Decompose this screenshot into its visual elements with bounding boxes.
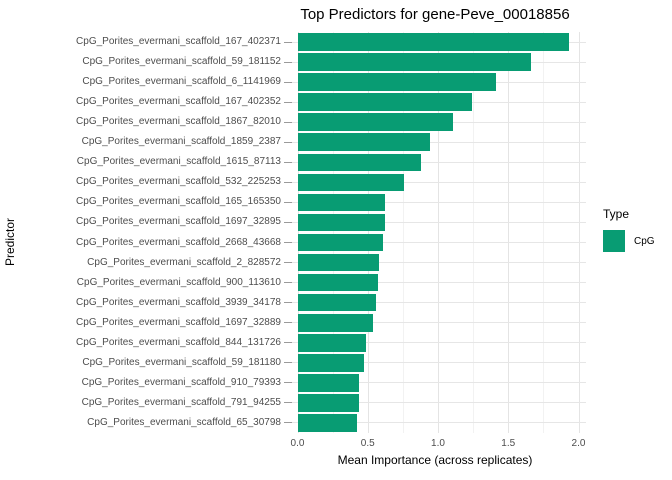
chart-title: Top Predictors for gene-Peve_00018856 [300,6,570,23]
y-axis-tick [284,382,292,384]
y-axis-label: CpG_Porites_evermani_scaffold_2668_43668 [76,236,281,248]
gridline-row [284,181,586,183]
bar-CpG_Porites_evermani_scaffold_2_828572 [297,253,379,272]
y-axis-label: CpG_Porites_evermani_scaffold_910_79393 [81,376,281,388]
bar-CpG_Porites_evermani_scaffold_900_113610 [297,273,378,292]
bar-CpG_Porites_evermani_scaffold_65_30798 [297,414,357,432]
gridline-row [284,422,586,424]
y-axis-label: CpG_Porites_evermani_scaffold_900_113610 [76,276,281,288]
y-axis-label: CpG_Porites_evermani_scaffold_532_225253 [76,176,281,188]
gridline-minor [543,32,545,433]
gridline-row [284,402,586,404]
bar-CpG_Porites_evermani_scaffold_791_94255 [297,394,360,412]
y-axis-tick [284,201,292,203]
y-axis-label: CpG_Porites_evermani_scaffold_791_94255 [81,396,281,408]
y-axis-tick [284,141,292,143]
bar-CpG_Porites_evermani_scaffold_59_181180 [297,354,364,372]
y-axis-tick [284,242,292,244]
x-axis-tick-label: 0.0 [290,438,305,449]
bar-CpG_Porites_evermani_scaffold_844_131726 [297,333,367,352]
gridline-row [284,282,586,284]
legend-item-cpg: CpG [603,230,655,252]
legend-title: Type [603,207,630,221]
gridline-row [284,302,586,304]
y-axis-tick [284,121,292,123]
y-axis-label: CpG_Porites_evermani_scaffold_165_165350 [76,196,281,208]
y-axis-tick [284,262,292,264]
x-axis-tick-label: 2.0 [571,438,586,449]
y-axis-tick [284,61,292,63]
bar-CpG_Porites_evermani_scaffold_3939_34178 [297,293,377,312]
bar-CpG_Porites_evermani_scaffold_1859_2387 [297,133,430,152]
y-axis-label: CpG_Porites_evermani_scaffold_167_402352 [76,96,281,108]
y-axis-label: CpG_Porites_evermani_scaffold_1867_82010 [76,116,281,128]
y-axis-label: CpG_Porites_evermani_scaffold_167_402371 [76,36,281,47]
y-axis-tick [284,322,292,324]
bar-CpG_Porites_evermani_scaffold_1697_32889 [297,313,374,332]
plot-panel [284,32,586,433]
y-axis-label: CpG_Porites_evermani_scaffold_59_181180 [82,356,281,368]
y-axis-label: CpG_Porites_evermani_scaffold_844_131726 [76,336,281,348]
bar-CpG_Porites_evermani_scaffold_59_181152 [297,53,531,71]
gridline-row [284,161,586,163]
bar-CpG_Porites_evermani_scaffold_2668_43668 [297,233,384,252]
y-axis-tick [284,282,292,284]
y-axis-tick [284,302,292,304]
bar-CpG_Porites_evermani_scaffold_532_225253 [297,173,405,192]
y-axis-label: CpG_Porites_evermani_scaffold_2_828572 [87,256,281,268]
y-axis-tick [284,41,292,43]
x-axis-title: Mean Importance (across replicates) [337,453,533,467]
bar-CpG_Porites_evermani_scaffold_1697_32895 [297,213,385,232]
gridline-minor [473,32,475,433]
gridline-major [578,32,580,433]
gridline-row [284,382,586,384]
y-axis-tick [284,101,292,103]
legend-label-cpg: CpG [634,235,655,247]
y-axis-label: CpG_Porites_evermani_scaffold_59_181152 [82,56,281,68]
gridline-major [367,32,369,433]
gridline-major [297,32,299,433]
y-axis-tick [284,422,292,424]
gridline-row [284,141,586,143]
x-axis-tick-label: 0.5 [360,438,375,449]
bar-CpG_Porites_evermani_scaffold_167_402352 [297,93,472,111]
y-axis-label: CpG_Porites_evermani_scaffold_6_1141969 [82,76,281,88]
bar-CpG_Porites_evermani_scaffold_165_165350 [297,193,385,212]
gridline-row [284,201,586,203]
gridline-row [284,362,586,364]
gridline-row [284,342,586,344]
gridline-minor [402,32,404,433]
gridline-major [438,32,439,433]
y-axis-label: CpG_Porites_evermani_scaffold_1697_32895 [76,216,281,228]
gridline-row [284,242,586,244]
gridline-row [284,262,586,264]
gridline-row [284,221,586,223]
y-axis-tick [284,342,292,344]
bar-CpG_Porites_evermani_scaffold_1615_87113 [297,153,422,172]
bar-CpG_Porites_evermani_scaffold_910_79393 [297,374,360,392]
y-axis-tick [284,402,292,404]
y-axis-label: CpG_Porites_evermani_scaffold_1615_87113 [76,156,281,168]
y-axis-tick [284,81,292,83]
bar-CpG_Porites_evermani_scaffold_6_1141969 [297,73,496,91]
legend-swatch-cpg [603,230,625,252]
bar-CpG_Porites_evermani_scaffold_1867_82010 [297,113,454,132]
y-axis-tick [284,221,292,223]
y-axis-tick [284,181,292,183]
y-axis-label: CpG_Porites_evermani_scaffold_65_30798 [87,416,281,428]
x-axis-tick-label: 1.5 [501,438,516,449]
gridline-major [508,32,510,433]
y-axis-tick [284,161,292,163]
y-axis-label: CpG_Porites_evermani_scaffold_1859_2387 [81,136,281,148]
bar-CpG_Porites_evermani_scaffold_167_402371 [297,33,569,51]
gridline-minor [332,32,334,433]
y-axis-label: CpG_Porites_evermani_scaffold_1697_32889 [76,316,281,328]
legend: Type CpG [603,207,655,252]
y-axis-tick [284,362,292,364]
gridline-row [284,322,586,324]
y-axis-label: CpG_Porites_evermani_scaffold_3939_34178 [76,296,281,308]
x-axis-tick-label: 1.0 [431,438,445,449]
